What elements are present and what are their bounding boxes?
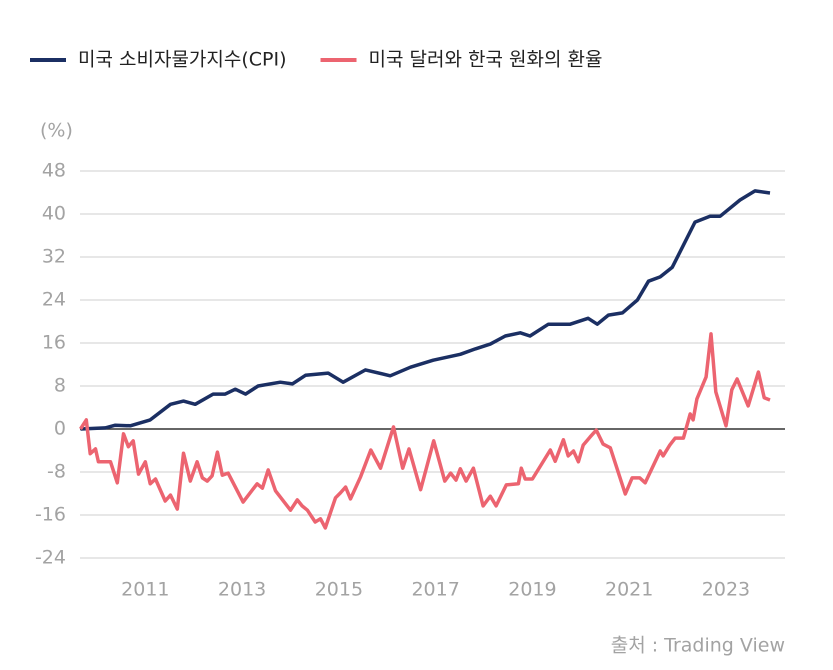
y-tick-label: -16 [35,504,66,526]
x-tick-label: 2021 [605,579,653,601]
y-tick-label: 48 [42,160,66,182]
line-series [79,332,771,530]
y-unit-label: (%) [40,120,73,142]
legend-label: 미국 소비자물가지수(CPI) [78,49,287,71]
legend-label: 미국 달러와 한국 원화의 환율 [369,49,603,71]
y-tick-label: 16 [42,332,66,354]
y-tick-label: 8 [54,375,66,397]
x-tick-label: 2019 [508,579,556,601]
x-tick-label: 2015 [315,579,363,601]
y-tick-label: -24 [35,547,66,569]
source: 출처 : Trading View [611,635,785,657]
x-tick-label: 2011 [121,579,169,601]
x-tick-label: 2023 [702,579,750,601]
x-tick-label: 2013 [218,579,266,601]
y-tick-label: 0 [54,418,66,440]
y-tick-label: -8 [47,461,66,483]
y-tick-label: 32 [42,246,66,268]
line-series [80,189,771,431]
y-tick-label: 24 [42,289,66,311]
x-tick-label: 2017 [411,579,459,601]
y-tick-label: 40 [42,203,66,225]
